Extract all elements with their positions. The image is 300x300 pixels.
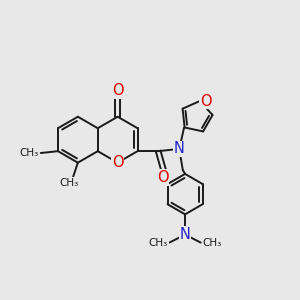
- Text: CH₃: CH₃: [59, 178, 79, 188]
- Text: N: N: [180, 227, 190, 242]
- Text: CH₃: CH₃: [202, 238, 221, 248]
- Text: O: O: [112, 83, 124, 98]
- Text: O: O: [200, 94, 212, 109]
- Text: CH₃: CH₃: [149, 238, 168, 248]
- Text: CH₃: CH₃: [19, 148, 38, 158]
- Text: O: O: [112, 155, 124, 170]
- Text: O: O: [157, 170, 168, 185]
- Text: N: N: [174, 141, 185, 156]
